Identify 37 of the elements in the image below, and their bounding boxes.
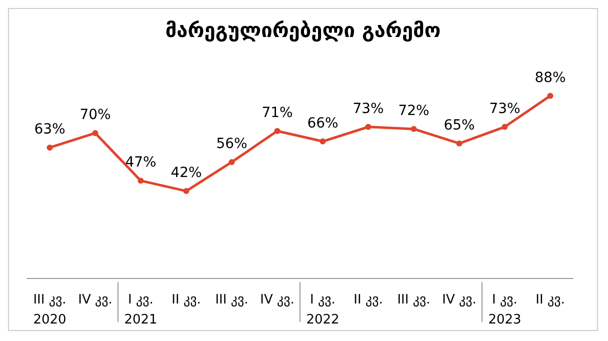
- point: [228, 159, 235, 166]
- data-label: 71%: [262, 105, 293, 122]
- data-label: 88%: [534, 70, 566, 86]
- point: [92, 130, 98, 136]
- x-tick-label: IV კვ.: [78, 292, 112, 308]
- data-label: 65%: [444, 117, 475, 134]
- data-label: 73%: [352, 100, 384, 117]
- x-tick-label: I კვ. 2022: [306, 292, 340, 328]
- point: [502, 124, 508, 130]
- x-tick-label: IV კვ.: [442, 292, 476, 308]
- x-tick-label: III კვ.: [397, 292, 430, 308]
- data-label: 56%: [216, 136, 248, 152]
- x-tick-label: III კვ.: [215, 292, 248, 308]
- x-tick-label: I კვ. 2021: [124, 292, 158, 328]
- data-label: 70%: [80, 107, 111, 124]
- x-tick-label: II კვ.: [536, 292, 565, 308]
- point: [410, 126, 417, 132]
- point: [456, 140, 462, 146]
- point: [320, 138, 326, 144]
- data-label: 73%: [489, 100, 520, 117]
- data-label: 72%: [398, 102, 430, 119]
- chart-title: მარეგულირებელი გარემო: [165, 18, 441, 42]
- data-label: 42%: [170, 165, 202, 182]
- point: [138, 178, 144, 184]
- data-label: 47%: [125, 154, 156, 171]
- x-tick-label: I კვ. 2023: [488, 292, 522, 328]
- point: [46, 144, 53, 151]
- data-label: 63%: [34, 122, 66, 138]
- x-tick-label: II კვ.: [172, 292, 201, 308]
- x-tick-label: IV კვ.: [260, 292, 294, 308]
- point: [183, 188, 190, 194]
- x-tick-label: III კვ. 2020: [33, 292, 66, 328]
- point: [365, 124, 372, 130]
- x-tick-label: II კვ.: [354, 292, 383, 308]
- point: [547, 92, 554, 99]
- data-label: 66%: [307, 115, 338, 132]
- point: [274, 128, 280, 134]
